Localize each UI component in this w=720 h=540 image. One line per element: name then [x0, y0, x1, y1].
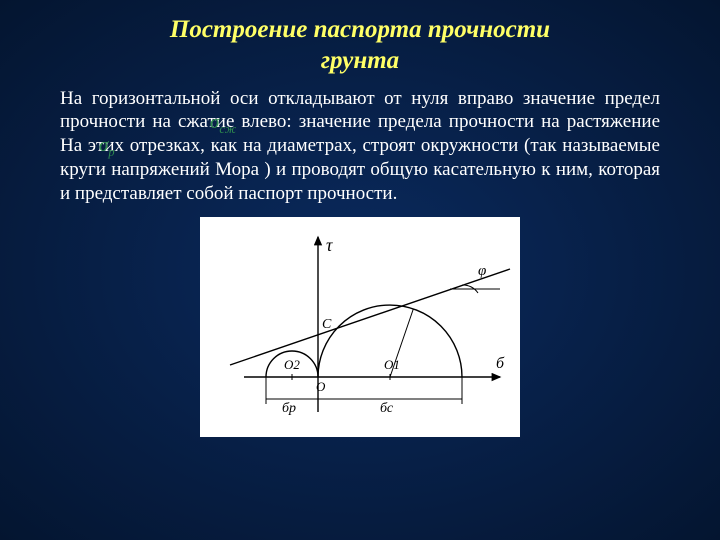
diagram-container: τ б О О1 О2 С φ бр бс [60, 217, 660, 437]
phi-label: φ [478, 263, 486, 280]
cohesion-label: С [322, 317, 331, 333]
origin-label: О [316, 379, 325, 395]
axis-label-sigma: б [496, 355, 504, 373]
slide-title: Построение паспорта прочности грунта [60, 14, 660, 77]
body-paragraph: На горизонтальной оси откладывают от нул… [60, 87, 660, 206]
center-o2-label: О2 [284, 357, 300, 373]
title-line-1: Построение паспорта прочности [170, 16, 550, 43]
title-line-2: грунта [321, 47, 399, 74]
mohr-circle-diagram: τ б О О1 О2 С φ бр бс [200, 217, 520, 437]
sigma-p-label: бр [282, 401, 296, 417]
sigma-compression-symbol: σсж [210, 111, 236, 137]
paragraph-text: На горизонтальной оси откладывают от нул… [60, 88, 660, 204]
sigma-tension-symbol: σр [99, 134, 115, 160]
axis-label-tau: τ [326, 235, 332, 256]
sigma-c-label: бс [380, 401, 393, 417]
center-o1-label: О1 [384, 357, 400, 373]
